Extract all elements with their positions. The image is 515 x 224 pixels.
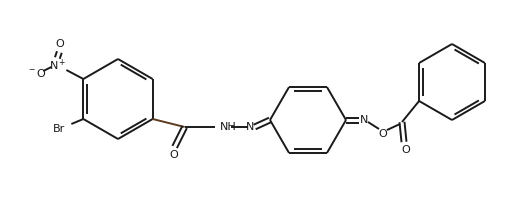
Text: O: O xyxy=(55,39,64,49)
Text: N: N xyxy=(360,115,368,125)
Text: O: O xyxy=(379,129,387,139)
Text: N$^+$: N$^+$ xyxy=(48,57,66,73)
Text: $^-$O: $^-$O xyxy=(27,67,47,79)
Text: O: O xyxy=(402,145,410,155)
Text: N: N xyxy=(246,122,254,132)
Text: Br: Br xyxy=(53,124,65,134)
Text: O: O xyxy=(169,150,178,160)
Text: NH: NH xyxy=(219,122,236,132)
